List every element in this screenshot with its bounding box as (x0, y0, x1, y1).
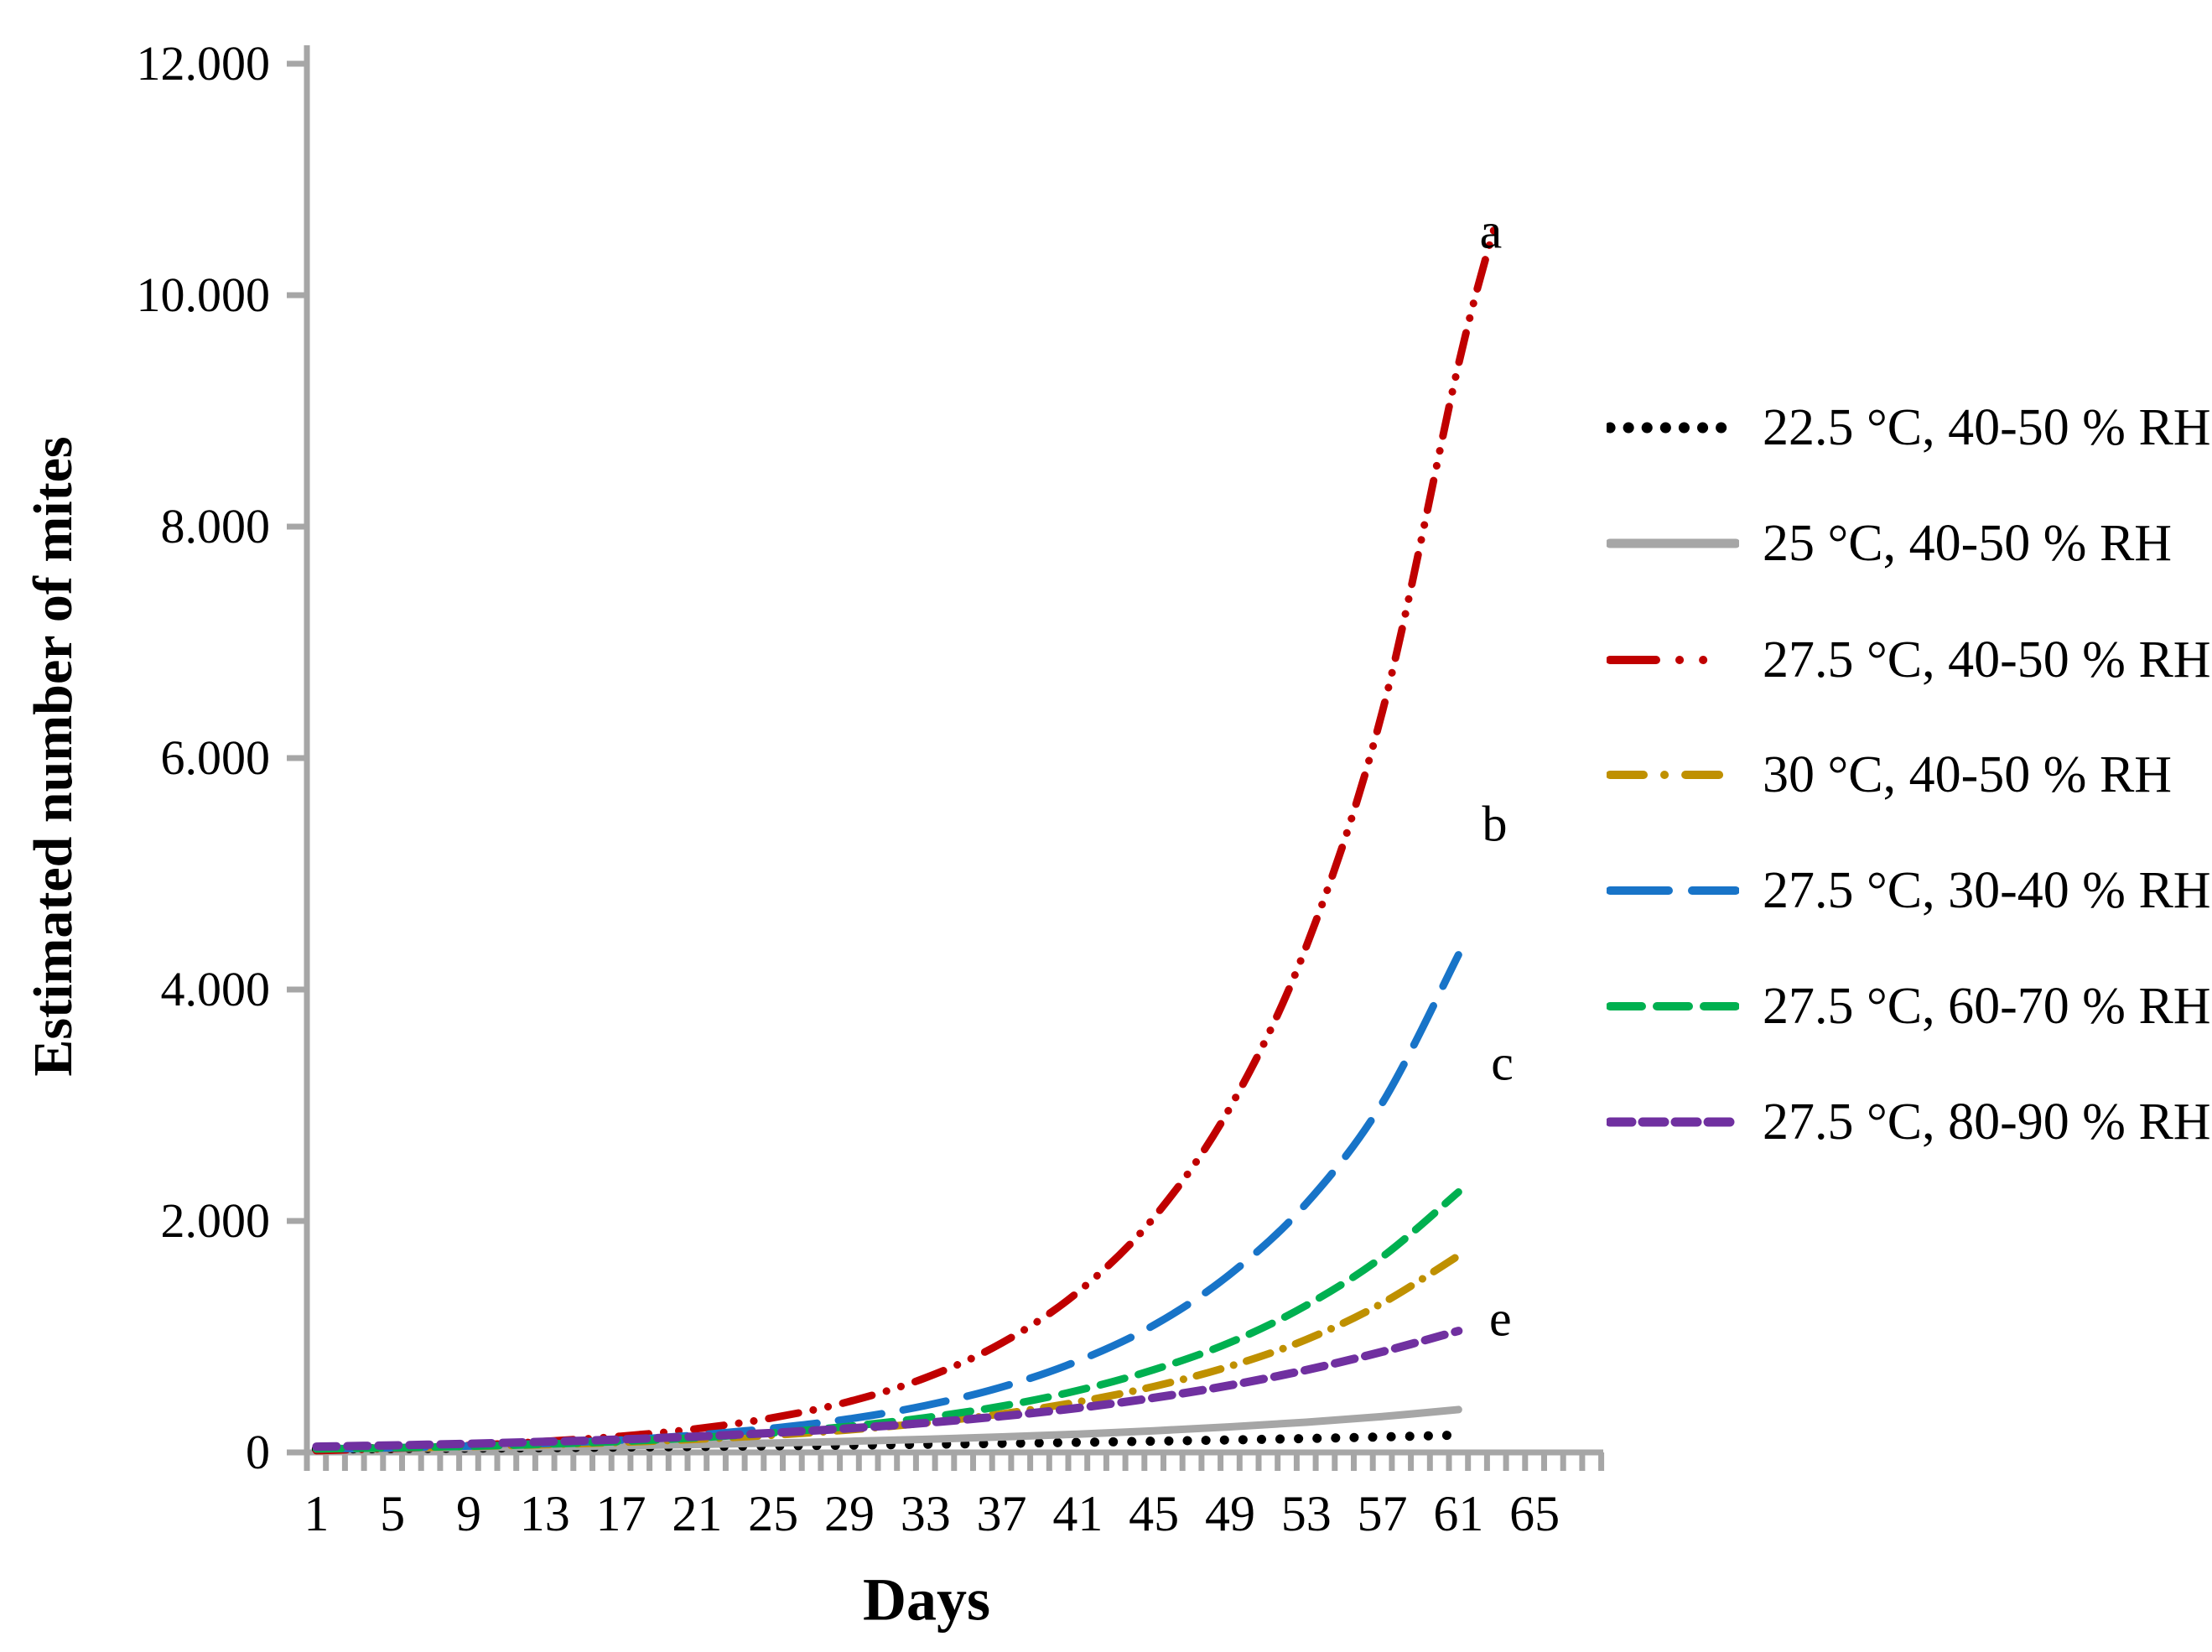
annotation-letter-c: c (1491, 1035, 1514, 1091)
legend-swatch-dash-dot-dot (1607, 656, 1732, 664)
x-tick-label: 41 (1052, 1486, 1103, 1541)
x-tick-label: 13 (519, 1486, 570, 1541)
y-tick-label: 4.000 (160, 962, 271, 1016)
y-tick-label: 0 (246, 1425, 270, 1479)
series-line-3 (312, 216, 1501, 1455)
legend-swatch-solid (1607, 538, 1739, 548)
x-tick-label: 61 (1433, 1486, 1484, 1541)
legend-label: 27.5 °C, 40-50 % RH (1763, 631, 2211, 688)
y-tick-label: 8.000 (160, 499, 271, 553)
y-tick-label: 2.000 (160, 1193, 271, 1248)
legend-swatch-long-dash (1607, 886, 1739, 895)
legend-item-1: 22.5 °C, 40-50 % RH (1607, 394, 2211, 461)
legend-item-3: 27.5 °C, 40-50 % RH (1607, 626, 2211, 694)
y-axis-title: Estimated number of mites (23, 436, 84, 1077)
x-tick-label: 9 (455, 1486, 481, 1541)
y-tick-label: 12.000 (136, 36, 271, 91)
series-line-7 (312, 1327, 1463, 1452)
y-tick-label: 10.000 (136, 268, 271, 322)
legend-swatch-dash (1607, 1002, 1739, 1010)
x-tick-label: 33 (900, 1486, 951, 1541)
x-axis-title: Days (862, 1566, 991, 1634)
legend-label: 27.5 °C, 30-40 % RH (1763, 861, 2211, 919)
series-line-6 (312, 1188, 1462, 1453)
legend-swatch-short-dash (1607, 1117, 1735, 1127)
legend-label: 22.5 °C, 40-50 % RH (1763, 398, 2211, 456)
x-tick-label: 49 (1204, 1486, 1255, 1541)
legend-item-4: 30 °C, 40-50 % RH (1607, 741, 2172, 808)
legend-label: 27.5 °C, 80-90 % RH (1763, 1093, 2211, 1151)
x-tick-label: 1 (304, 1486, 330, 1541)
annotation-letter-b: b (1482, 796, 1508, 852)
series-line-1 (311, 1430, 1463, 1454)
x-tick-label: 65 (1509, 1486, 1560, 1541)
x-tick-label: 45 (1129, 1486, 1180, 1541)
legend-label: 27.5 °C, 60-70 % RH (1763, 977, 2211, 1035)
x-tick-label: 21 (672, 1486, 723, 1541)
x-tick-label: 53 (1280, 1486, 1332, 1541)
x-tick-label: 29 (823, 1486, 875, 1541)
legend-item-5: 27.5 °C, 30-40 % RH (1607, 857, 2211, 924)
legend-item-2: 25 °C, 40-50 % RH (1607, 510, 2172, 577)
legend-label: 25 °C, 40-50 % RH (1763, 514, 2173, 572)
legend-swatch-dotted (1607, 422, 1739, 434)
x-tick-label: 57 (1357, 1486, 1408, 1541)
legend-item-7: 27.5 °C, 80-90 % RH (1607, 1088, 2211, 1156)
annotation-letter-e: e (1488, 1291, 1512, 1347)
series-line-2 (312, 1405, 1462, 1453)
x-tick-label: 5 (380, 1486, 406, 1541)
legend-label: 30 °C, 40-50 % RH (1763, 745, 2173, 803)
x-tick-label: 17 (595, 1486, 646, 1541)
legend-swatch-dash-dot (1607, 771, 1725, 779)
y-tick-label: 6.000 (160, 730, 271, 785)
legend-item-6: 27.5 °C, 60-70 % RH (1607, 973, 2211, 1040)
annotation-letter-a: a (1479, 203, 1503, 259)
x-tick-label: 25 (748, 1486, 799, 1541)
x-tick-label: 37 (976, 1486, 1027, 1541)
